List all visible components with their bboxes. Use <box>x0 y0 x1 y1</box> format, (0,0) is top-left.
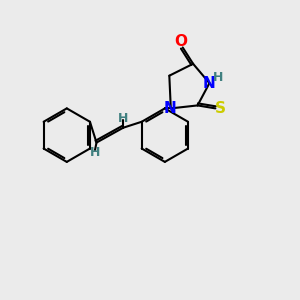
Text: N: N <box>203 76 216 91</box>
Text: H: H <box>118 112 128 125</box>
Text: H: H <box>90 146 100 159</box>
Text: S: S <box>214 101 226 116</box>
Text: H: H <box>213 71 224 84</box>
Text: O: O <box>175 34 188 49</box>
Text: N: N <box>164 101 177 116</box>
